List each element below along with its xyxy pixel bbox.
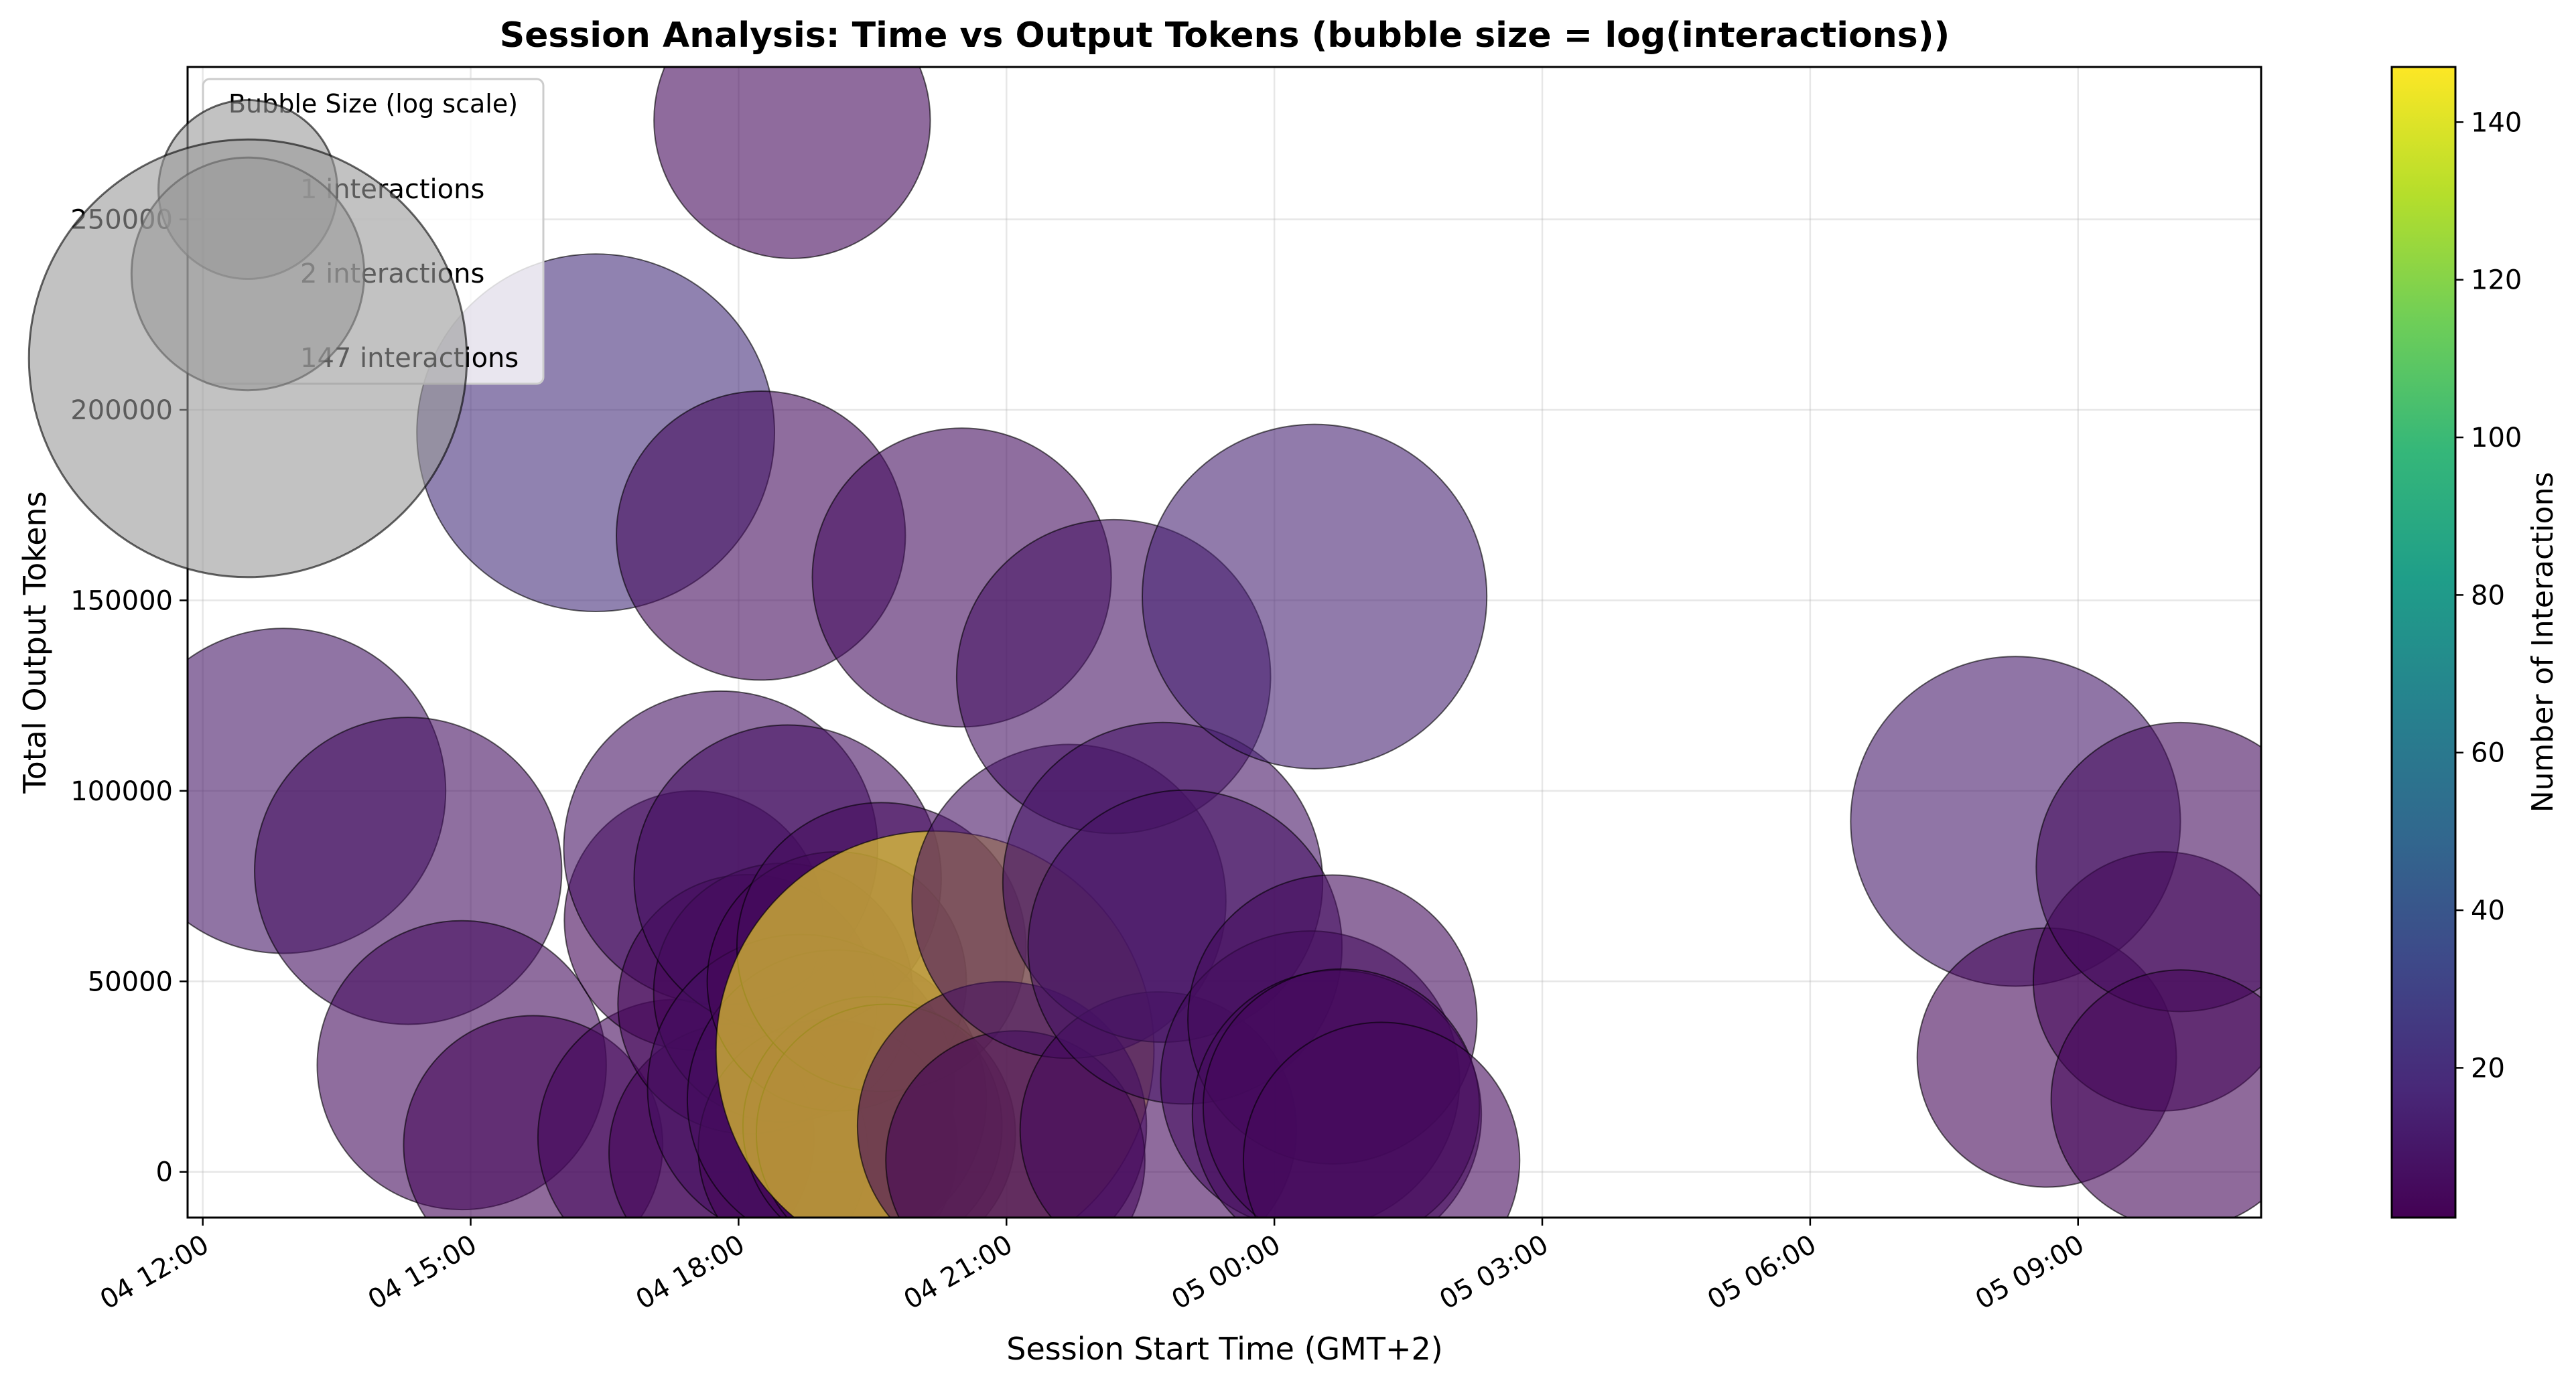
plot-frame <box>186 66 2262 1219</box>
bubble <box>653 67 931 259</box>
colorbar-tick-label: 20 <box>2471 1053 2505 1084</box>
y-tick-label: 0 <box>156 1157 173 1188</box>
y-tick-label: 50000 <box>88 966 173 997</box>
colorbar-tick-label: 140 <box>2471 107 2522 138</box>
legend: Bubble Size (log scale) 1 interactions 2… <box>27 78 545 579</box>
colorbar-ticks: 20 40 60 80 100 120 140 <box>2455 107 2522 1084</box>
bubble <box>1242 1021 1521 1218</box>
bubble <box>1142 423 1488 770</box>
bubble <box>2050 969 2261 1218</box>
colorbar-gradient <box>2392 67 2455 1218</box>
y-tick-label: 100000 <box>70 776 173 807</box>
colorbar-frame <box>2390 66 2457 1219</box>
colorbar: 20 40 60 80 100 120 140 Number of Interactions <box>2390 66 2560 1219</box>
chart-title: Session Analysis: Time vs Output Tokens … <box>500 15 1950 56</box>
colorbar-label: Number of Interactions <box>2526 472 2560 813</box>
legend-marker <box>27 138 468 579</box>
x-axis-label: Session Start Time (GMT+2) <box>1006 1331 1442 1367</box>
colorbar-tick-label: 80 <box>2471 580 2505 611</box>
y-axis-label: Total Output Tokens <box>17 491 53 794</box>
y-tick-label: 150000 <box>70 585 173 616</box>
colorbar-tick-label: 100 <box>2471 423 2522 453</box>
colorbar-tick-label: 60 <box>2471 738 2505 769</box>
colorbar-tick-label: 120 <box>2471 265 2522 296</box>
legend-markers <box>27 99 468 579</box>
bubble-layer <box>188 67 2261 1218</box>
colorbar-tick-label: 40 <box>2471 895 2505 926</box>
